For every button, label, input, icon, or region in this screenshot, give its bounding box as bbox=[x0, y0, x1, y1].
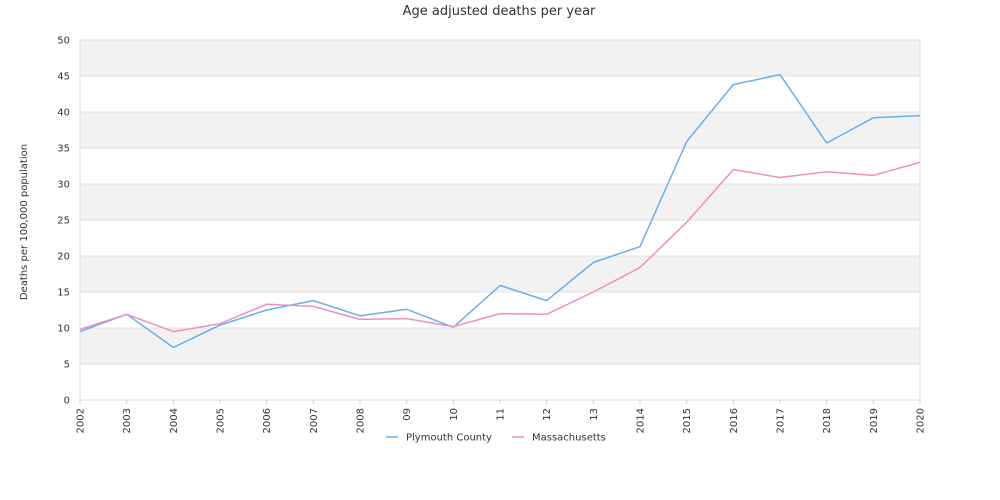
y-axis-label: Deaths per 100,000 population bbox=[19, 144, 30, 300]
y-tick-label: 30 bbox=[57, 180, 70, 191]
x-tick-label: 12 bbox=[542, 408, 553, 421]
y-tick-label: 10 bbox=[57, 324, 70, 335]
grid-band bbox=[80, 256, 920, 292]
legend-item-massachusetts[interactable]: Massachusetts bbox=[512, 433, 606, 444]
chart-title: Age adjusted deaths per year bbox=[403, 4, 596, 19]
x-tick-label: 2017 bbox=[776, 408, 787, 433]
x-tick-label: 10 bbox=[449, 408, 460, 421]
legend-label: Plymouth County bbox=[406, 433, 492, 444]
x-tick-label: 2016 bbox=[729, 408, 740, 433]
y-axis-ticks: 0 5 10 15 20 25 30 35 40 45 50 bbox=[57, 36, 70, 407]
y-tick-label: 45 bbox=[57, 72, 70, 83]
x-tick-label: 2005 bbox=[216, 408, 227, 433]
y-tick-label: 40 bbox=[57, 108, 70, 119]
x-tick-label: 2019 bbox=[869, 408, 880, 433]
y-tick-label: 35 bbox=[57, 144, 70, 155]
grid-band bbox=[80, 76, 920, 112]
series-line-plymouth-county bbox=[79, 73, 921, 349]
grid-band bbox=[80, 328, 920, 364]
x-tick-label: 2015 bbox=[682, 408, 693, 433]
x-tick-label: 09 bbox=[402, 408, 413, 421]
series-line-massachusetts bbox=[79, 161, 921, 333]
grid-band bbox=[80, 292, 920, 328]
y-tick-label: 20 bbox=[57, 252, 70, 263]
legend-label: Massachusetts bbox=[532, 433, 606, 444]
grid-band bbox=[80, 148, 920, 184]
x-tick-label: 2007 bbox=[309, 408, 320, 433]
x-tick-label: 2006 bbox=[262, 408, 273, 433]
x-tick-label: 2002 bbox=[76, 408, 87, 433]
x-tick-label: 11 bbox=[496, 408, 507, 421]
grid-bands bbox=[80, 40, 920, 400]
series-layer bbox=[79, 73, 921, 349]
y-tick-label: 0 bbox=[64, 396, 70, 407]
grid-band bbox=[80, 364, 920, 400]
x-tick-label: 13 bbox=[589, 408, 600, 421]
x-tick-label: 2003 bbox=[122, 408, 133, 433]
legend: Plymouth County Massachusetts bbox=[386, 433, 606, 444]
grid-band bbox=[80, 40, 920, 76]
x-tick-label: 2018 bbox=[822, 408, 833, 433]
grid-band bbox=[80, 184, 920, 220]
x-tick-label: 2020 bbox=[916, 408, 927, 433]
y-tick-label: 15 bbox=[57, 288, 70, 299]
y-tick-label: 5 bbox=[64, 360, 70, 371]
legend-item-plymouth-county[interactable]: Plymouth County bbox=[386, 433, 492, 444]
x-tick-label: 2008 bbox=[356, 408, 367, 433]
x-tick-label: 2014 bbox=[636, 408, 647, 433]
y-tick-label: 50 bbox=[57, 36, 70, 47]
y-tick-label: 25 bbox=[57, 216, 70, 227]
grid-band bbox=[80, 112, 920, 148]
x-tick-label: 2004 bbox=[169, 408, 180, 433]
x-axis-ticks: 2002 2003 2004 2005 2006 2007 2008 09 10 11 12 13 20… bbox=[76, 400, 927, 433]
grid-band bbox=[80, 220, 920, 256]
